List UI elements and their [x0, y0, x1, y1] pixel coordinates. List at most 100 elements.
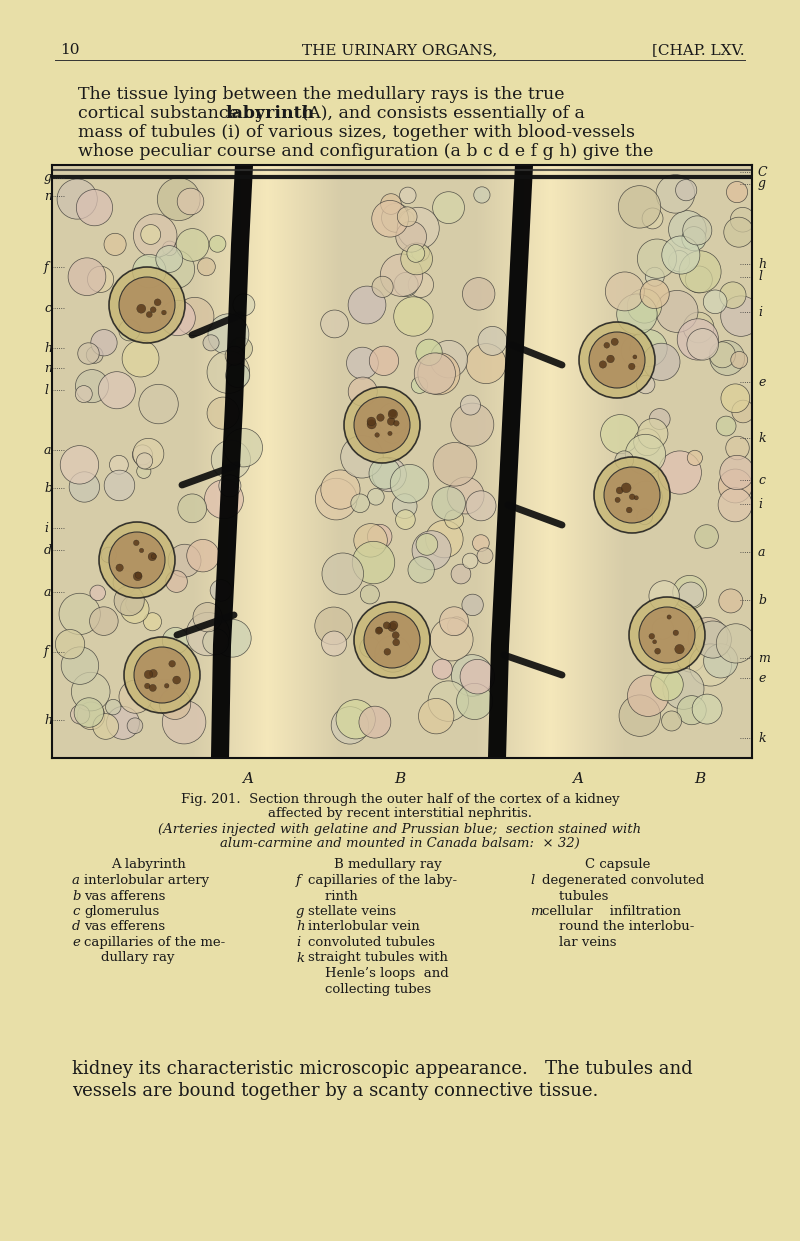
Circle shape	[663, 668, 704, 710]
Circle shape	[654, 648, 661, 654]
Circle shape	[594, 457, 670, 532]
Circle shape	[599, 361, 606, 369]
Text: i: i	[44, 521, 48, 535]
Circle shape	[678, 582, 703, 607]
Circle shape	[75, 370, 109, 402]
Text: h: h	[296, 921, 305, 933]
Text: m: m	[530, 905, 542, 918]
Circle shape	[145, 684, 150, 689]
Text: f: f	[44, 261, 49, 273]
Circle shape	[367, 419, 376, 429]
Circle shape	[677, 696, 706, 725]
Circle shape	[331, 706, 369, 745]
Circle shape	[344, 387, 420, 463]
Circle shape	[211, 441, 250, 479]
Circle shape	[393, 639, 400, 645]
Circle shape	[148, 552, 157, 561]
Circle shape	[682, 227, 706, 251]
Circle shape	[473, 535, 490, 551]
Circle shape	[673, 576, 706, 609]
Circle shape	[589, 333, 645, 388]
Text: c: c	[758, 474, 765, 486]
Text: A: A	[242, 772, 254, 786]
Text: alum-carmine and mounted in Canada balsam:  × 32): alum-carmine and mounted in Canada balsa…	[220, 836, 580, 850]
Circle shape	[230, 338, 253, 360]
Circle shape	[412, 531, 451, 570]
Circle shape	[629, 364, 635, 370]
Circle shape	[78, 343, 99, 365]
Circle shape	[718, 469, 752, 503]
Circle shape	[209, 236, 226, 252]
Circle shape	[638, 418, 668, 449]
Text: C: C	[758, 165, 768, 179]
Circle shape	[378, 403, 409, 433]
Text: cortical substance or: cortical substance or	[78, 105, 269, 122]
Circle shape	[418, 352, 460, 395]
Circle shape	[162, 700, 206, 743]
Circle shape	[726, 181, 747, 202]
Text: h: h	[44, 341, 52, 355]
Circle shape	[322, 553, 363, 594]
Circle shape	[430, 618, 473, 661]
Circle shape	[649, 633, 654, 639]
Circle shape	[408, 557, 434, 583]
Text: a: a	[44, 443, 51, 457]
Circle shape	[652, 618, 674, 639]
Circle shape	[433, 191, 465, 223]
Text: C capsule: C capsule	[586, 858, 650, 871]
Circle shape	[348, 377, 378, 406]
Circle shape	[686, 266, 712, 293]
Circle shape	[374, 635, 411, 673]
Circle shape	[653, 640, 657, 644]
Circle shape	[86, 346, 103, 364]
Circle shape	[133, 254, 166, 288]
Text: h: h	[44, 714, 52, 726]
Circle shape	[604, 467, 660, 522]
Circle shape	[144, 670, 153, 679]
Circle shape	[168, 545, 201, 577]
Text: 10: 10	[60, 43, 79, 57]
Circle shape	[224, 428, 262, 467]
Circle shape	[384, 648, 390, 655]
Circle shape	[205, 480, 243, 519]
Circle shape	[98, 371, 135, 408]
Circle shape	[360, 585, 379, 604]
Circle shape	[677, 644, 705, 673]
Circle shape	[68, 258, 106, 295]
Circle shape	[662, 711, 682, 731]
Circle shape	[162, 628, 189, 654]
Circle shape	[618, 186, 661, 228]
Circle shape	[690, 644, 731, 686]
Circle shape	[390, 464, 429, 503]
Circle shape	[134, 647, 190, 702]
Text: g: g	[758, 177, 766, 191]
Circle shape	[61, 647, 98, 684]
Circle shape	[370, 346, 398, 376]
Circle shape	[401, 243, 433, 274]
Circle shape	[457, 684, 493, 720]
Text: i: i	[758, 498, 762, 510]
Circle shape	[381, 194, 402, 215]
Circle shape	[619, 695, 661, 736]
Circle shape	[202, 629, 229, 655]
Text: a: a	[758, 546, 766, 558]
Text: A labyrinth: A labyrinth	[110, 858, 186, 871]
Circle shape	[372, 277, 393, 298]
Text: labyrinth: labyrinth	[226, 105, 315, 122]
Circle shape	[341, 436, 383, 478]
Circle shape	[726, 437, 750, 459]
Circle shape	[367, 417, 376, 426]
Text: stellate veins: stellate veins	[308, 905, 396, 918]
Circle shape	[408, 272, 434, 298]
Circle shape	[430, 340, 467, 379]
Circle shape	[322, 632, 346, 656]
Circle shape	[162, 241, 177, 256]
Text: i: i	[296, 936, 300, 949]
Circle shape	[637, 375, 655, 393]
Circle shape	[321, 470, 360, 509]
Circle shape	[354, 602, 430, 678]
Circle shape	[60, 446, 98, 484]
Text: rinth: rinth	[308, 890, 358, 902]
Text: b: b	[758, 593, 766, 607]
Circle shape	[198, 258, 215, 276]
